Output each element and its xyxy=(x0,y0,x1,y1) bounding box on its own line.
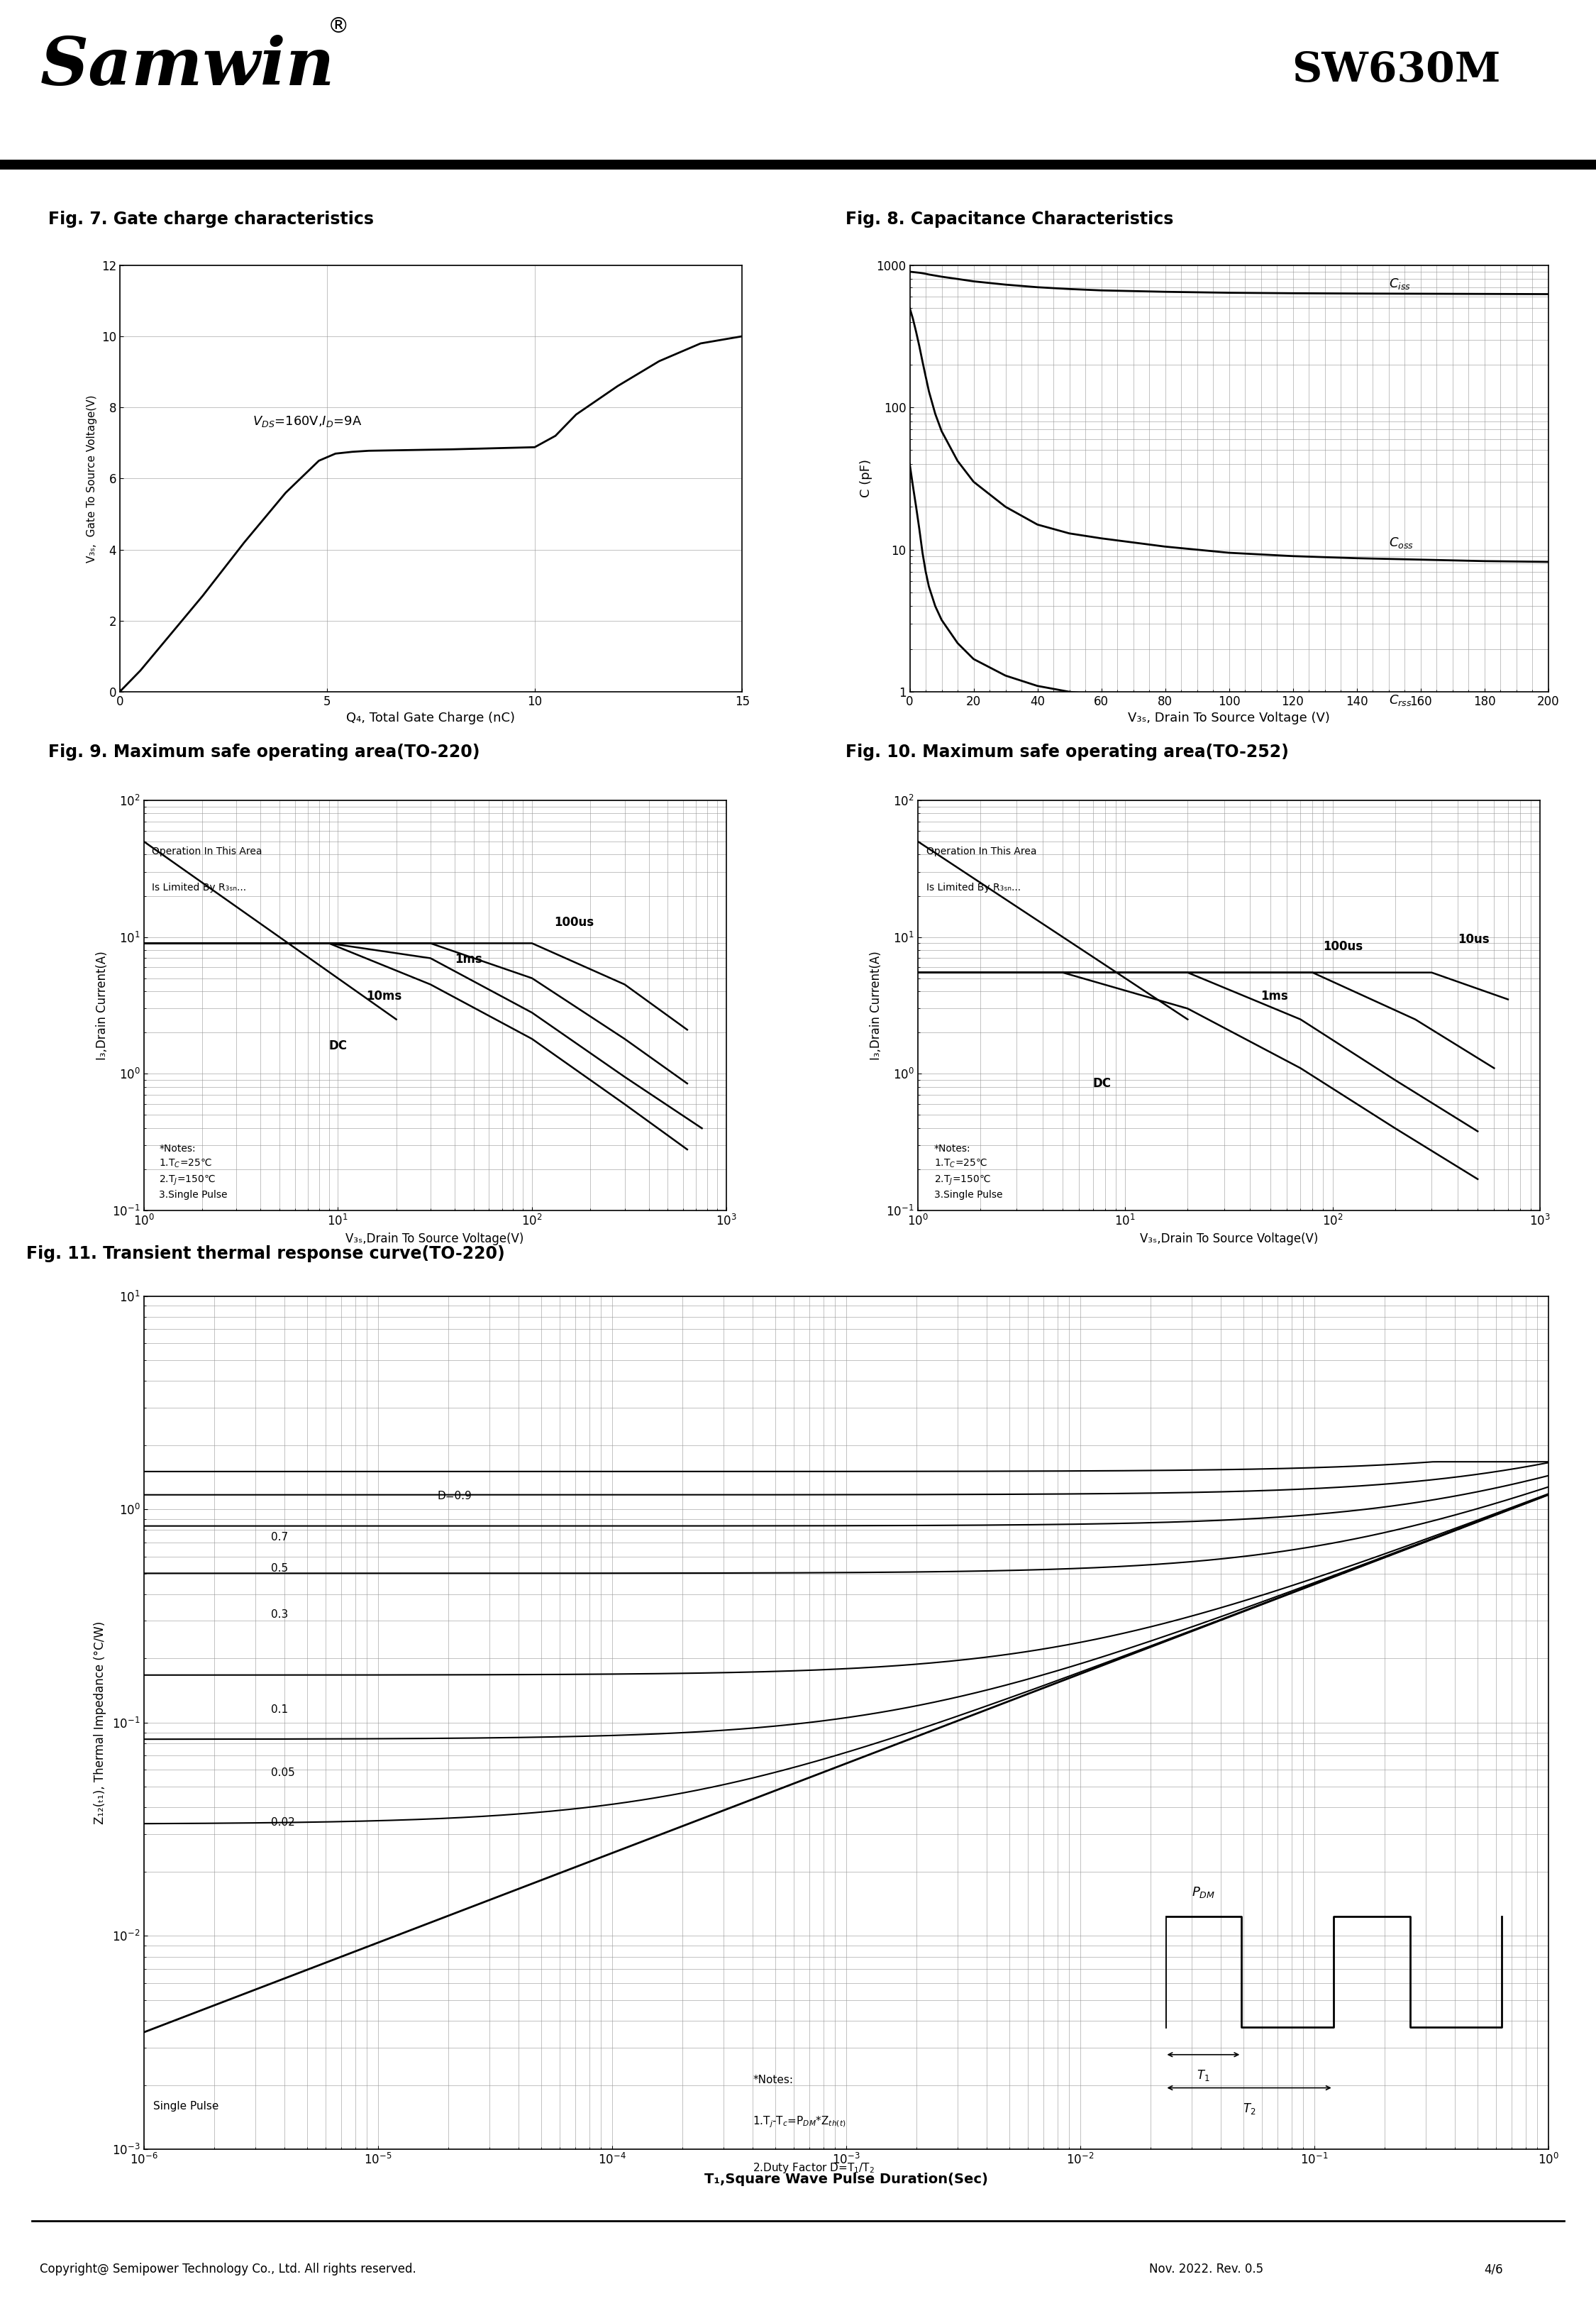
Text: Operation In This Area: Operation In This Area xyxy=(926,846,1036,858)
Text: 1ms: 1ms xyxy=(455,952,482,966)
Y-axis label: I₃,Drain Current(A): I₃,Drain Current(A) xyxy=(96,950,109,1061)
Text: $C_{rss}$: $C_{rss}$ xyxy=(1389,694,1412,708)
Text: 100us: 100us xyxy=(554,915,594,929)
Text: Copyright@ Semipower Technology Co., Ltd. All rights reserved.: Copyright@ Semipower Technology Co., Ltd… xyxy=(40,2262,417,2276)
Text: 2.Duty Factor D=T$_1$/T$_2$: 2.Duty Factor D=T$_1$/T$_2$ xyxy=(753,2161,875,2175)
Text: 0.5: 0.5 xyxy=(271,1563,289,1573)
Text: DC: DC xyxy=(329,1040,348,1052)
Text: Nov. 2022. Rev. 0.5: Nov. 2022. Rev. 0.5 xyxy=(1149,2262,1264,2276)
X-axis label: Q₄, Total Gate Charge (nC): Q₄, Total Gate Charge (nC) xyxy=(346,713,516,724)
Text: Fig. 11. Transient thermal response curve(TO-220): Fig. 11. Transient thermal response curv… xyxy=(26,1245,504,1261)
Text: $C_{iss}$: $C_{iss}$ xyxy=(1389,277,1411,291)
Text: 0.7: 0.7 xyxy=(271,1531,289,1543)
Text: $V_{DS}$=160V,$I_D$=9A: $V_{DS}$=160V,$I_D$=9A xyxy=(252,415,362,429)
Text: Operation In This Area: Operation In This Area xyxy=(152,846,262,858)
Text: D=0.9: D=0.9 xyxy=(437,1492,472,1501)
Text: SW630M: SW630M xyxy=(1293,51,1500,90)
Text: Samwin: Samwin xyxy=(40,35,335,99)
Text: Is Limited By R₃ₛₙ...: Is Limited By R₃ₛₙ... xyxy=(152,883,246,892)
Text: 0.05: 0.05 xyxy=(271,1769,295,1778)
Text: *Notes:: *Notes: xyxy=(753,2075,793,2085)
Text: ®: ® xyxy=(327,16,350,37)
Text: 4/6: 4/6 xyxy=(1484,2262,1503,2276)
Y-axis label: I₃,Drain Current(A): I₃,Drain Current(A) xyxy=(870,950,883,1061)
Text: $P_{DM}$: $P_{DM}$ xyxy=(1192,1886,1215,1900)
Text: *Notes:
1.T$_C$=25℃
2.T$_J$=150℃
3.Single Pulse: *Notes: 1.T$_C$=25℃ 2.T$_J$=150℃ 3.Singl… xyxy=(934,1144,1002,1199)
Text: 0.1: 0.1 xyxy=(271,1704,289,1716)
Text: $T_1$: $T_1$ xyxy=(1197,2068,1210,2082)
Text: 1.T$_j$-T$_c$=P$_{DM}$*Z$_{th(t)}$: 1.T$_j$-T$_c$=P$_{DM}$*Z$_{th(t)}$ xyxy=(753,2115,846,2128)
Text: 0.3: 0.3 xyxy=(271,1610,289,1621)
Text: Fig. 7. Gate charge characteristics: Fig. 7. Gate charge characteristics xyxy=(48,210,373,228)
Text: DC: DC xyxy=(1093,1077,1111,1091)
Text: 10us: 10us xyxy=(1457,934,1489,945)
Text: *Notes:
1.T$_C$=25℃
2.T$_J$=150℃
3.Single Pulse: *Notes: 1.T$_C$=25℃ 2.T$_J$=150℃ 3.Singl… xyxy=(160,1144,228,1199)
Text: $C_{oss}$: $C_{oss}$ xyxy=(1389,535,1414,551)
X-axis label: T₁,Square Wave Pulse Duration(Sec): T₁,Square Wave Pulse Duration(Sec) xyxy=(704,2172,988,2186)
Text: Is Limited By R₃ₛₙ...: Is Limited By R₃ₛₙ... xyxy=(926,883,1021,892)
Text: $T_2$: $T_2$ xyxy=(1243,2101,1256,2117)
Text: 10ms: 10ms xyxy=(365,989,402,1003)
Text: Fig. 9. Maximum safe operating area(TO-220): Fig. 9. Maximum safe operating area(TO-2… xyxy=(48,743,479,761)
Text: Fig. 10. Maximum safe operating area(TO-252): Fig. 10. Maximum safe operating area(TO-… xyxy=(846,743,1290,761)
Text: 1ms: 1ms xyxy=(1261,989,1288,1003)
Text: Fig. 8. Capacitance Characteristics: Fig. 8. Capacitance Characteristics xyxy=(846,210,1175,228)
Text: 0.02: 0.02 xyxy=(271,1817,295,1829)
Text: 100us: 100us xyxy=(1323,941,1363,952)
X-axis label: V₃ₛ, Drain To Source Voltage (V): V₃ₛ, Drain To Source Voltage (V) xyxy=(1128,713,1329,724)
Y-axis label: V₃ₛ,  Gate To Source Voltage(V): V₃ₛ, Gate To Source Voltage(V) xyxy=(86,394,97,563)
X-axis label: V₃ₛ,Drain To Source Voltage(V): V₃ₛ,Drain To Source Voltage(V) xyxy=(1140,1231,1318,1245)
Text: Single Pulse: Single Pulse xyxy=(153,2101,219,2112)
X-axis label: V₃ₛ,Drain To Source Voltage(V): V₃ₛ,Drain To Source Voltage(V) xyxy=(346,1231,523,1245)
Y-axis label: C (pF): C (pF) xyxy=(860,459,873,498)
Y-axis label: Z₁₂(ₜ₁), Thermal Impedance (°C/W): Z₁₂(ₜ₁), Thermal Impedance (°C/W) xyxy=(94,1621,107,1824)
